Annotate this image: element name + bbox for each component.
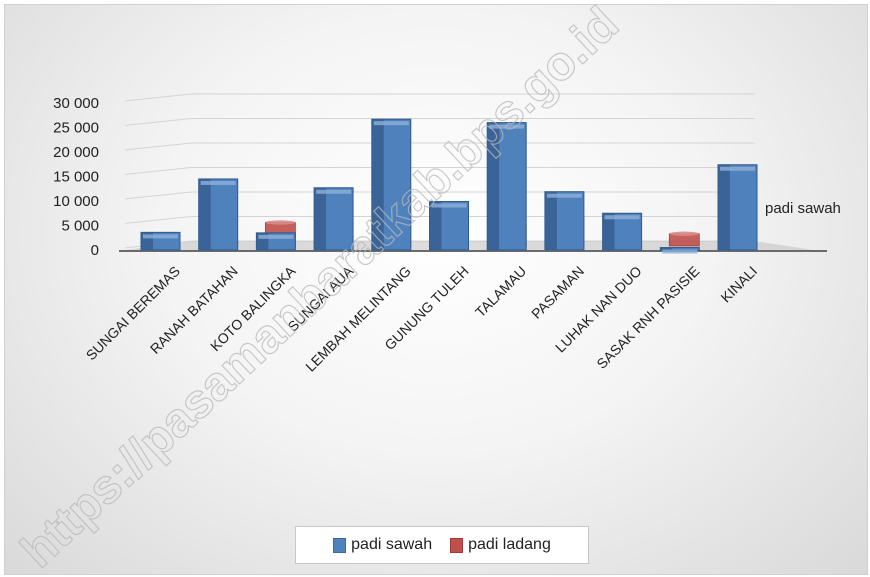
x-tick-label: TALAMAU <box>472 263 529 320</box>
bar-top-padi-sawah <box>143 234 178 239</box>
annotation-padi-sawah: padi sawah <box>765 200 841 217</box>
bar-side-padi-sawah <box>660 247 673 251</box>
x-tick-label: PASAMAN <box>528 263 587 322</box>
bar-side-padi-sawah <box>718 164 730 250</box>
bar-side-padi-sawah <box>544 191 557 250</box>
legend-item-padi-sawah: padi sawah <box>333 536 432 554</box>
bar-top-padi-ladang <box>669 231 700 236</box>
bar-top-padi-sawah <box>316 189 352 194</box>
y-tick-label: 10 000 <box>53 193 99 210</box>
legend: padi sawah padi ladang <box>295 526 589 564</box>
y-tick-label: 25 000 <box>53 120 99 137</box>
gridline <box>124 142 755 151</box>
bar-top-padi-sawah <box>200 180 236 185</box>
bar-side-padi-sawah <box>198 178 211 250</box>
x-tick-label: SUNGAI BEREMAS <box>83 263 183 363</box>
bar-top-padi-sawah <box>662 249 698 254</box>
y-tick-label: 0 <box>91 242 99 259</box>
bar-side-padi-sawah <box>314 187 327 250</box>
bar-chart: 30 000 25 000 20 000 15 000 10 000 5 000 0 padi… <box>53 93 841 375</box>
legend-item-padi-ladang: padi ladang <box>450 536 551 554</box>
y-tick-label: 30 000 <box>53 95 99 112</box>
x-tick-label: SASAK RNH PASISIE <box>593 263 702 372</box>
y-tick-label: 20 000 <box>53 144 99 161</box>
bar-top-padi-ladang <box>265 220 296 225</box>
bar-side-padi-sawah <box>429 201 442 250</box>
bar-side-padi-sawah <box>371 119 384 250</box>
bar-top-padi-sawah <box>258 234 294 239</box>
y-tick-label: 5 000 <box>61 218 99 235</box>
legend-swatch-padi-sawah <box>333 537 347 553</box>
bar-top-padi-sawah <box>720 166 755 171</box>
bar-side-padi-sawah <box>487 122 500 250</box>
legend-label-padi-ladang: padi ladang <box>468 536 551 553</box>
bar-top-padi-sawah <box>373 121 409 126</box>
bar-top-padi-sawah <box>489 124 525 129</box>
bar-side-padi-sawah <box>602 213 615 250</box>
legend-label-padi-sawah: padi sawah <box>351 536 433 553</box>
x-tick-label: KINALI <box>717 263 760 306</box>
x-tick-label: LEMBAH MELINTANG <box>302 263 414 375</box>
gridline <box>124 167 755 175</box>
bar-top-padi-sawah <box>546 193 582 198</box>
chart-area: 30 000 25 000 20 000 15 000 10 000 5 000 0 padi… <box>4 4 868 575</box>
legend-swatch-padi-ladang <box>450 537 464 553</box>
bar-top-padi-sawah <box>604 215 640 220</box>
bar-top-padi-sawah <box>431 203 467 208</box>
gridline <box>124 118 755 126</box>
y-tick-label: 15 000 <box>53 169 99 186</box>
gridline <box>124 93 755 102</box>
